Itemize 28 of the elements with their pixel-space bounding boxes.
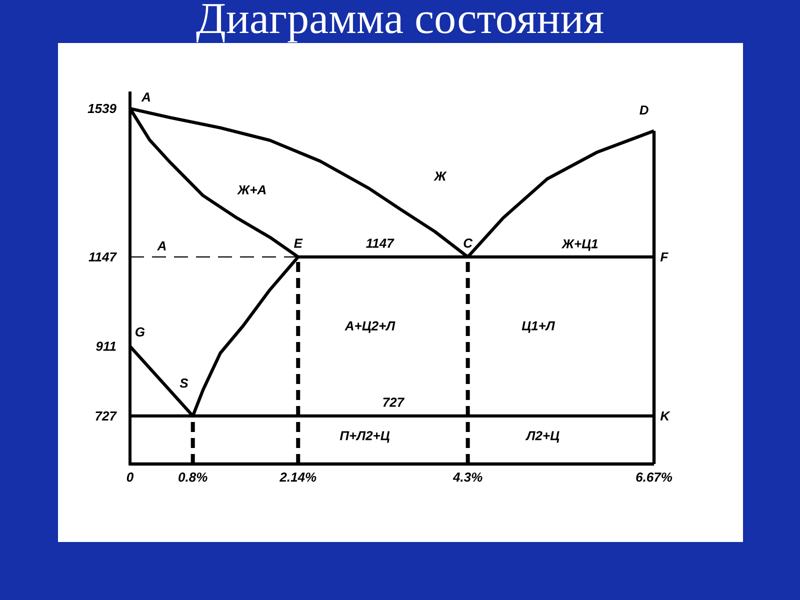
- annotation: П+Л2+Ц: [340, 431, 390, 443]
- annotation: E: [294, 238, 303, 248]
- annotation: Л2+Ц: [526, 431, 560, 443]
- annotation: F: [660, 252, 668, 262]
- annotation: Ж+Ц1: [561, 239, 598, 251]
- annotation: C: [464, 238, 473, 248]
- y-tick-label: 911: [96, 342, 116, 351]
- x-tick-label: 0.8%: [178, 472, 208, 482]
- annotation: K: [660, 411, 670, 420]
- x-tick-label: 2.14%: [279, 472, 316, 482]
- y-tick-label: 727: [96, 411, 117, 420]
- annotation: S: [180, 378, 188, 388]
- annotation: А+Ц2+Л: [344, 321, 396, 333]
- y-tick-label: 1147: [88, 252, 117, 262]
- annotation: A: [141, 92, 150, 102]
- y-tick-label: 1539: [88, 104, 116, 114]
- annotation: Ц1+Л: [522, 321, 556, 333]
- annotation: G: [136, 327, 145, 337]
- chart-title: Диаграмма состояния: [196, 4, 604, 42]
- x-tick-label: 4.3%: [452, 472, 482, 482]
- annotation: Ж: [434, 172, 447, 181]
- annotation: А: [157, 241, 166, 250]
- annotation: 727: [383, 398, 405, 407]
- x-tick-label: 6.67%: [636, 472, 672, 482]
- annotation: Ж+А: [237, 185, 266, 194]
- annotation: D: [640, 106, 648, 115]
- annotation: 1147: [366, 238, 394, 248]
- x-tick-label: 0: [126, 472, 134, 482]
